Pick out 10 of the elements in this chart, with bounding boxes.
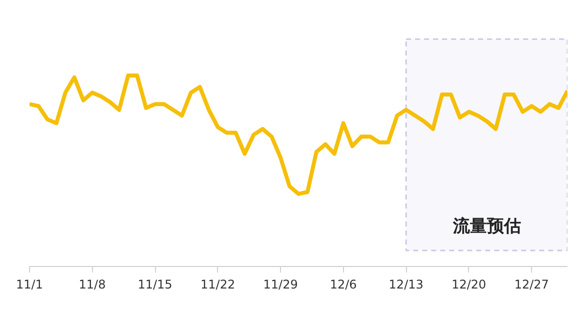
band-label: 流量预估 [452, 216, 521, 236]
x-tick-label: 12/20 [452, 278, 486, 292]
x-tick-label: 11/22 [200, 278, 236, 292]
x-tick-label: 11/15 [138, 278, 172, 292]
x-tick-label: 12/6 [330, 278, 357, 292]
x-tick-label: 12/27 [514, 278, 549, 292]
x-tick-label: 11/29 [263, 278, 298, 292]
x-tick-label: 12/13 [388, 278, 424, 292]
x-tick-label: 11/8 [78, 278, 106, 292]
x-tick-label: 11/1 [16, 278, 43, 292]
